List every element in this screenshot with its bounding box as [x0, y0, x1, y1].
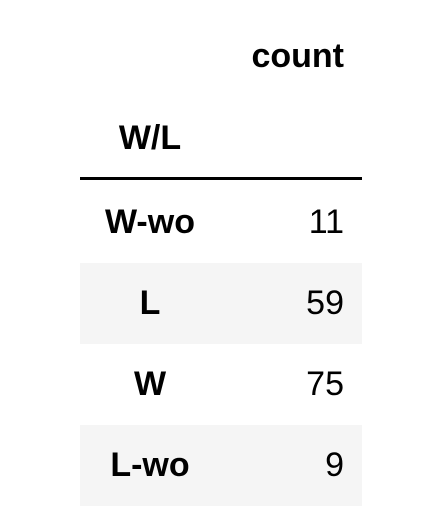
count-cell: 75 [306, 365, 344, 403]
row-label: W [133, 365, 167, 403]
count-cell: 11 [308, 203, 344, 241]
index-header: W/L [118, 119, 182, 157]
table-body: W-wo 11 L 59 W 75 L-wo 9 [80, 182, 362, 506]
header-divider [80, 177, 362, 180]
table-row: W-wo 11 [80, 182, 362, 263]
row-label: W-wo [105, 203, 195, 241]
count-cell: 59 [306, 284, 344, 322]
table-row: L-wo 9 [80, 425, 362, 506]
count-cell: 9 [325, 446, 344, 484]
row-label: L-wo [110, 446, 190, 484]
column-header-count: count [251, 37, 344, 75]
row-label: L [139, 284, 161, 322]
table-row: L 59 [80, 263, 362, 344]
table-row: W 75 [80, 344, 362, 425]
